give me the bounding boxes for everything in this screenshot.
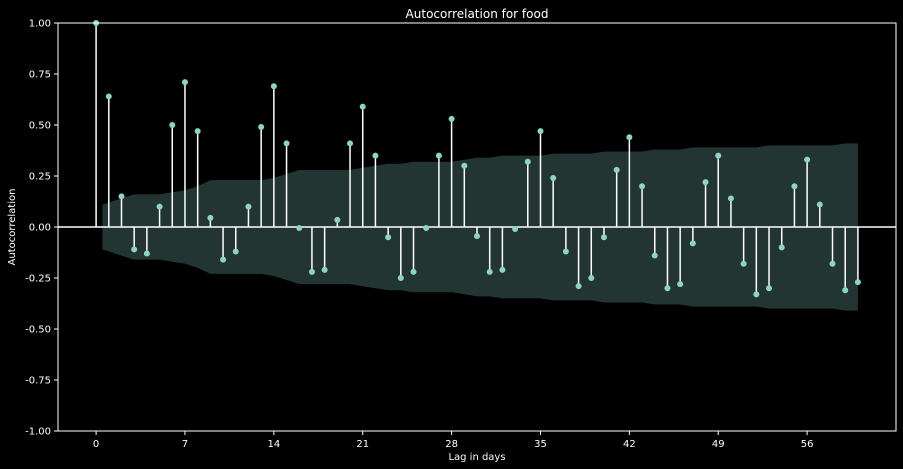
acf-point-lag-48 xyxy=(702,179,709,186)
y-tick-label: 0.75 xyxy=(29,70,51,81)
acf-point-lag-2 xyxy=(118,193,125,200)
acf-point-lag-24 xyxy=(397,275,404,281)
acf-point-lag-50 xyxy=(727,195,734,202)
acf-point-lag-17 xyxy=(308,268,315,275)
tick-layer: 0 7 14 21 28 35 42 49 56 -1.00 -0.75 -0.50 -0.25 0.00… xyxy=(25,19,813,451)
x-tick-label: 14 xyxy=(267,439,280,450)
y-tick-label: 0.25 xyxy=(29,172,51,183)
x-tick-label: 21 xyxy=(356,439,369,450)
x-tick-label: 42 xyxy=(623,439,636,450)
y-tick-label: 0.50 xyxy=(29,121,51,132)
x-tick-label: 49 xyxy=(712,439,725,450)
acf-point-lag-9 xyxy=(207,214,214,221)
acf-point-lag-42 xyxy=(626,134,633,141)
acf-point-lag-49 xyxy=(715,152,722,159)
acf-point-lag-57 xyxy=(816,201,823,208)
acf-point-lag-35 xyxy=(537,128,544,135)
x-tick-label: 0 xyxy=(93,439,99,450)
y-tick-label: -1.00 xyxy=(25,427,51,438)
y-tick-label: -0.50 xyxy=(25,325,51,336)
acf-point-lag-26 xyxy=(423,225,430,232)
acf-point-lag-31 xyxy=(486,268,493,275)
acf-point-lag-15 xyxy=(283,140,290,147)
acf-point-lag-37 xyxy=(562,248,569,255)
acf-point-lag-52 xyxy=(753,291,760,298)
x-tick-label: 7 xyxy=(182,439,188,450)
acf-point-lag-30 xyxy=(474,233,480,240)
acf-point-lag-13 xyxy=(258,124,265,131)
acf-point-lag-28 xyxy=(448,115,455,122)
acf-point-lag-53 xyxy=(766,285,773,292)
acf-point-lag-45 xyxy=(664,285,671,292)
stem-layer xyxy=(58,20,896,298)
acf-point-lag-21 xyxy=(359,103,366,110)
acf-point-lag-39 xyxy=(588,275,595,281)
acf-point-lag-44 xyxy=(651,252,658,259)
acf-point-lag-32 xyxy=(499,266,506,273)
acf-point-lag-38 xyxy=(575,283,582,290)
acf-point-lag-41 xyxy=(613,166,620,173)
acf-point-lag-25 xyxy=(410,268,417,275)
acf-point-lag-19 xyxy=(334,216,341,223)
acf-point-lag-29 xyxy=(461,162,468,169)
acf-point-lag-47 xyxy=(689,240,696,247)
x-tick-label: 56 xyxy=(801,439,814,450)
acf-point-lag-3 xyxy=(131,246,138,253)
acf-point-lag-46 xyxy=(677,281,684,288)
x-tick-label: 28 xyxy=(445,439,458,450)
acf-point-lag-36 xyxy=(550,175,557,182)
chart-title: Autocorrelation for food xyxy=(406,7,549,21)
y-tick-label: -0.25 xyxy=(25,274,51,285)
acf-point-lag-6 xyxy=(169,122,176,128)
acf-point-lag-1 xyxy=(105,93,112,100)
acf-point-lag-40 xyxy=(600,234,607,241)
acf-point-lag-43 xyxy=(639,183,646,190)
acf-point-lag-33 xyxy=(512,226,519,233)
y-axis-label: Autocorrelation xyxy=(7,189,18,266)
acf-point-lag-5 xyxy=(156,203,163,210)
acf-point-lag-7 xyxy=(181,79,188,86)
y-tick-label: -0.75 xyxy=(25,376,51,387)
acf-point-lag-20 xyxy=(347,140,354,147)
acf-point-lag-16 xyxy=(296,225,303,232)
acf-point-lag-12 xyxy=(245,203,252,210)
acf-point-lag-11 xyxy=(232,248,239,255)
acf-point-lag-34 xyxy=(524,158,531,165)
x-tick-label: 35 xyxy=(534,439,547,450)
x-axis-label: Lag in days xyxy=(448,452,505,463)
acf-point-lag-56 xyxy=(804,156,811,163)
acf-point-lag-14 xyxy=(270,83,277,90)
y-tick-label: 0.00 xyxy=(29,223,51,234)
acf-point-lag-27 xyxy=(435,152,442,159)
acf-point-lag-23 xyxy=(385,234,392,241)
acf-point-lag-22 xyxy=(372,152,379,159)
acf-point-lag-10 xyxy=(220,256,227,263)
acf-point-lag-60 xyxy=(854,279,861,286)
acf-point-lag-8 xyxy=(194,128,201,135)
acf-point-lag-59 xyxy=(842,287,849,294)
acf-point-lag-51 xyxy=(740,260,747,267)
acf-point-lag-18 xyxy=(321,266,328,273)
acf-point-lag-54 xyxy=(778,244,785,251)
acf-point-lag-58 xyxy=(829,260,836,267)
y-tick-label: 1.00 xyxy=(29,19,51,30)
acf-point-lag-55 xyxy=(791,183,798,190)
acf-point-lag-4 xyxy=(143,250,150,257)
